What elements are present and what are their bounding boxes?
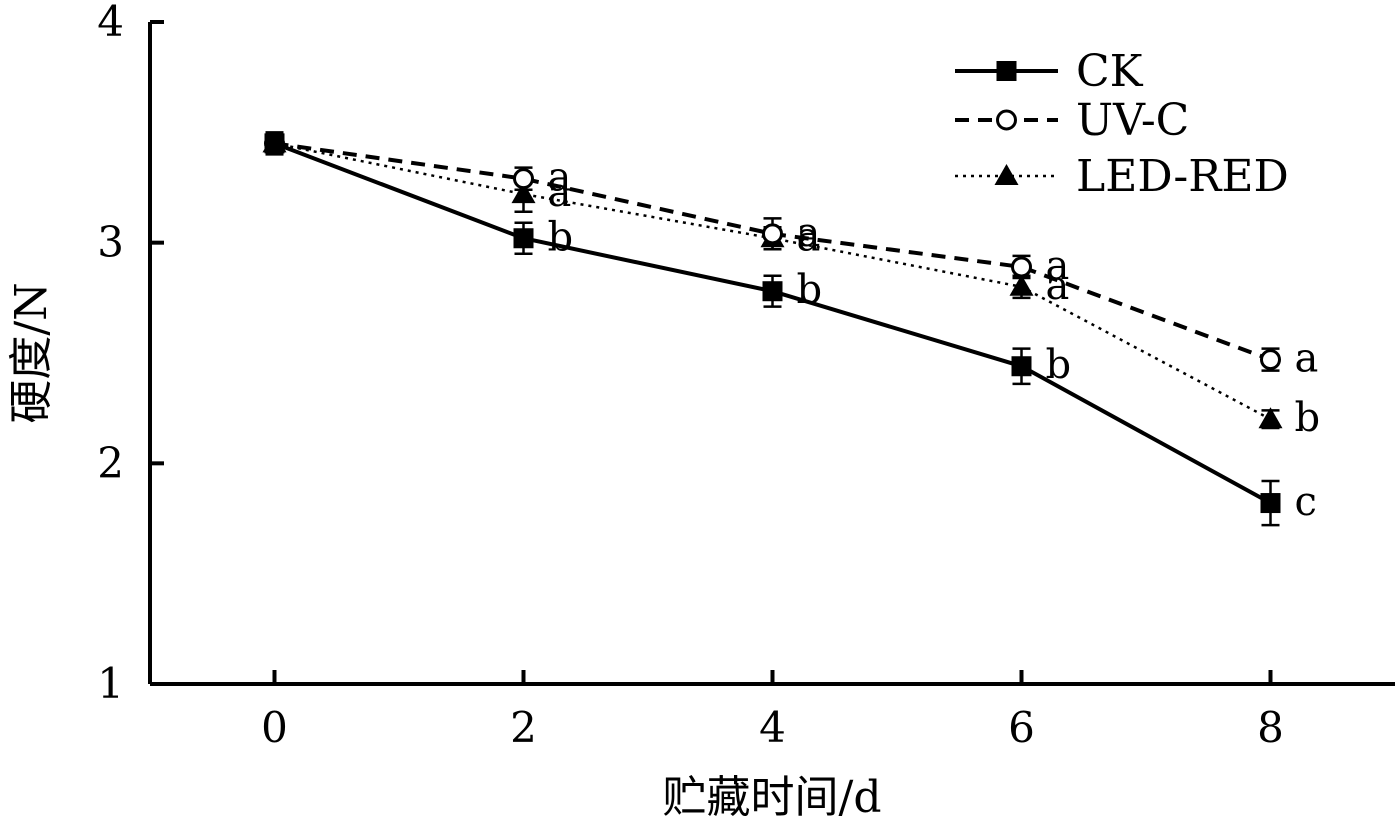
legend-marker-uv-c [996,109,1017,131]
significance-letter: a [1046,243,1070,289]
data-point-uv-c [513,168,534,190]
data-point-led-red [511,182,536,204]
significance-letter: b [548,214,574,260]
significance-letter: a [797,214,821,260]
x-tick-label: 8 [1257,703,1284,752]
data-point-led-red [1258,407,1283,429]
significance-letter: a [548,155,572,201]
series-line-led-red [274,142,1272,421]
significance-letter: b [1295,395,1321,441]
y-tick-label: 4 [97,0,124,46]
data-point-ck [264,133,285,154]
legend-label: UV-C [1076,95,1189,146]
legend-label: LED-RED [1076,151,1289,202]
x-tick-label: 6 [1008,703,1035,752]
significance-letter: c [1295,479,1317,525]
x-tick-label: 2 [510,703,537,752]
y-tick-label: 3 [97,218,124,267]
significance-letter: a [797,210,821,256]
data-point-ck [513,228,534,249]
data-point-ck [1011,356,1032,377]
y-axis-title: 硬度/N [6,282,57,423]
x-tick-label: 4 [759,703,786,752]
y-tick-label: 2 [97,438,124,487]
x-tick-label: 0 [261,703,288,752]
x-axis-title: 贮藏时间/d [663,772,882,823]
legend-marker-ck [996,61,1017,81]
data-point-uv-c [762,223,783,245]
significance-letter: a [548,170,572,216]
data-point-led-red [1009,274,1034,296]
legend-label: CK [1076,46,1144,97]
y-tick-label: 1 [97,659,124,708]
data-point-ck [762,281,783,302]
significance-letter: a [1295,336,1319,382]
axes [148,22,1395,686]
data-point-uv-c [1260,349,1281,371]
significance-letter: b [797,267,823,313]
significance-letter: a [1046,263,1070,309]
data-point-ck [1260,493,1281,514]
series-layer [262,131,1283,527]
legend-marker-led-red [994,164,1019,185]
data-point-uv-c [1011,256,1032,278]
ticks: 1 2 3 4 0 2 4 6 8 [97,0,1284,752]
significance-letter: b [1046,342,1072,388]
